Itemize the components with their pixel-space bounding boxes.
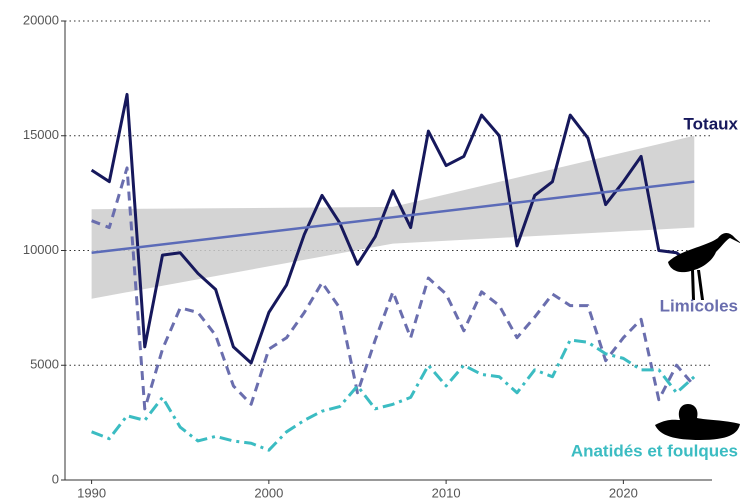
series-label: Limicoles — [660, 296, 738, 315]
y-tick-label: 10000 — [23, 242, 59, 257]
x-tick-label: 2020 — [609, 485, 638, 500]
y-tick-label: 20000 — [23, 12, 59, 27]
x-tick-label: 1990 — [77, 485, 106, 500]
series-label: Anatidés et foulques — [571, 441, 738, 460]
x-tick-label: 2010 — [432, 485, 461, 500]
series-line — [91, 338, 696, 452]
x-tick-label: 2000 — [254, 485, 283, 500]
y-tick-label: 15000 — [23, 127, 59, 142]
y-tick-label: 0 — [52, 471, 59, 486]
wader-icon — [668, 233, 740, 300]
series-label: Totaux — [684, 114, 739, 133]
duck-icon — [655, 404, 740, 440]
plot: 0 5000 10000 15000 20000 1990 2000 2010 2020 — [23, 12, 712, 500]
trend-line — [91, 180, 695, 255]
series-line — [91, 166, 696, 411]
y-tick-label: 5000 — [30, 357, 59, 372]
series-line — [90, 92, 696, 365]
